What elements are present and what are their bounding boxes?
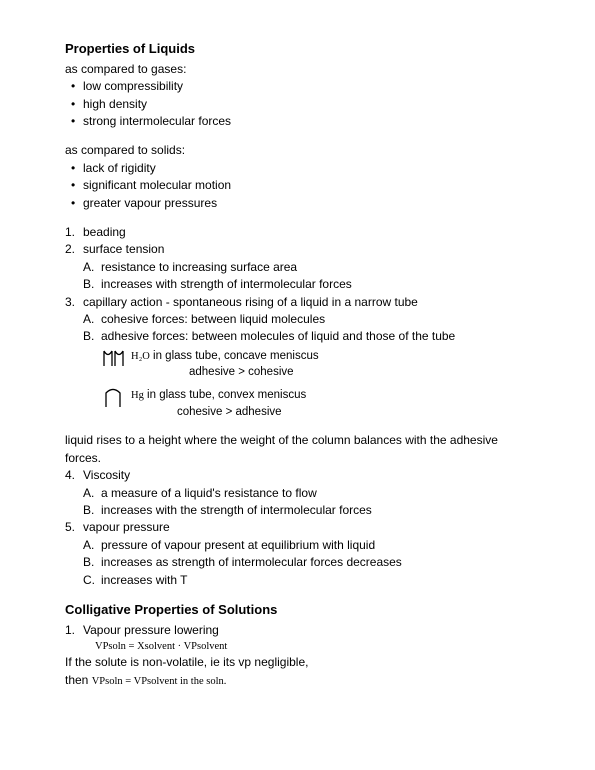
- bullet-dot: •: [71, 96, 83, 113]
- bullet-item: •greater vapour pressures: [65, 195, 535, 212]
- sub-label: C.: [83, 572, 101, 589]
- sub-item-3a: A.cohesive forces: between liquid molecu…: [65, 311, 535, 328]
- concave-line2: adhesive > cohesive: [131, 366, 294, 378]
- paragraph-rise: liquid rises to a height where the weigh…: [65, 432, 535, 467]
- list-text: Viscosity: [83, 467, 130, 484]
- list-text: beading: [83, 224, 126, 241]
- sub-label: B.: [83, 276, 101, 293]
- list-text: Vapour pressure lowering: [83, 622, 219, 639]
- sub-item-4b: B.increases with the strength of intermo…: [65, 502, 535, 519]
- hg-label: Hg: [131, 390, 144, 401]
- sub-text: increases with T: [101, 572, 187, 589]
- heading-properties-liquids: Properties of Liquids: [65, 40, 535, 59]
- bullet-dot: •: [71, 160, 83, 177]
- concave-line1: in glass tube, concave meniscus: [153, 350, 319, 362]
- then-line: then VPsoln = VPsolvent in the soln.: [65, 672, 535, 689]
- coll-item-1: 1.Vapour pressure lowering: [65, 622, 535, 639]
- bullet-item: •strong intermolecular forces: [65, 113, 535, 130]
- bullet-text: significant molecular motion: [83, 177, 231, 194]
- sub-text: a measure of a liquid's resistance to fl…: [101, 485, 317, 502]
- diagram-convex: Hg in glass tube, convex meniscus cohesi…: [65, 387, 535, 420]
- list-number: 3.: [65, 294, 83, 311]
- list-item-2: 2.surface tension: [65, 241, 535, 258]
- list-number: 2.: [65, 241, 83, 258]
- sub-label: B.: [83, 328, 101, 345]
- h2o-label: H₂O: [131, 351, 150, 362]
- sub-item-2b: B.increases with strength of intermolecu…: [65, 276, 535, 293]
- sub-label: A.: [83, 537, 101, 554]
- list-item-3: 3.capillary action - spontaneous rising …: [65, 294, 535, 311]
- gases-intro: as compared to gases:: [65, 61, 535, 78]
- sub-text: resistance to increasing surface area: [101, 259, 297, 276]
- sub-text: increases with the strength of intermole…: [101, 502, 372, 519]
- bullet-item: •significant molecular motion: [65, 177, 535, 194]
- sub-label: B.: [83, 554, 101, 571]
- bullet-dot: •: [71, 113, 83, 130]
- list-text: vapour pressure: [83, 519, 170, 536]
- list-item-1: 1.beading: [65, 224, 535, 241]
- sub-item-5b: B.increases as strength of intermolecula…: [65, 554, 535, 571]
- sub-text: adhesive forces: between molecules of li…: [101, 328, 455, 345]
- list-text: capillary action - spontaneous rising of…: [83, 294, 418, 311]
- diagram-concave: H₂O in glass tube, concave meniscus adhe…: [65, 348, 535, 381]
- then-label: then: [65, 673, 92, 687]
- bullet-item: •low compressibility: [65, 78, 535, 95]
- sub-label: B.: [83, 502, 101, 519]
- sub-text: increases as strength of intermolecular …: [101, 554, 402, 571]
- bullet-dot: •: [71, 78, 83, 95]
- sub-item-4a: A.a measure of a liquid's resistance to …: [65, 485, 535, 502]
- solids-intro: as compared to solids:: [65, 142, 535, 159]
- bullet-text: high density: [83, 96, 147, 113]
- bullet-text: low compressibility: [83, 78, 183, 95]
- list-text: surface tension: [83, 241, 164, 258]
- list-number: 4.: [65, 467, 83, 484]
- bullet-item: •lack of rigidity: [65, 160, 535, 177]
- equation-2: VPsoln = VPsolvent in the soln.: [92, 676, 227, 687]
- sub-text: cohesive forces: between liquid molecule…: [101, 311, 325, 328]
- bullet-dot: •: [71, 177, 83, 194]
- sub-item-5a: A.pressure of vapour present at equilibr…: [65, 537, 535, 554]
- convex-line1: in glass tube, convex meniscus: [147, 389, 306, 401]
- equation-1: VPsoln = Xsolvent · VPsolvent: [65, 639, 535, 654]
- sub-label: A.: [83, 259, 101, 276]
- sub-text: pressure of vapour present at equilibriu…: [101, 537, 375, 554]
- document-page: Properties of Liquids as compared to gas…: [0, 0, 595, 709]
- list-number: 1.: [65, 224, 83, 241]
- sub-label: A.: [83, 485, 101, 502]
- sub-label: A.: [83, 311, 101, 328]
- list-item-5: 5.vapour pressure: [65, 519, 535, 536]
- bullet-dot: •: [71, 195, 83, 212]
- concave-text: H₂O in glass tube, concave meniscus adhe…: [131, 348, 319, 381]
- sub-item-2a: A.resistance to increasing surface area: [65, 259, 535, 276]
- convex-line2: cohesive > adhesive: [131, 406, 282, 418]
- heading-colligative: Colligative Properties of Solutions: [65, 601, 535, 620]
- sub-text: increases with strength of intermolecula…: [101, 276, 352, 293]
- list-number: 1.: [65, 622, 83, 639]
- bullet-text: lack of rigidity: [83, 160, 156, 177]
- list-item-4: 4.Viscosity: [65, 467, 535, 484]
- bullet-text: greater vapour pressures: [83, 195, 217, 212]
- convex-meniscus-icon: [101, 387, 125, 411]
- bullet-text: strong intermolecular forces: [83, 113, 231, 130]
- bullet-item: •high density: [65, 96, 535, 113]
- concave-meniscus-icon: [101, 348, 125, 370]
- nonvolatile-line: If the solute is non-volatile, ie its vp…: [65, 654, 535, 671]
- sub-item-5c: C.increases with T: [65, 572, 535, 589]
- list-number: 5.: [65, 519, 83, 536]
- convex-text: Hg in glass tube, convex meniscus cohesi…: [131, 387, 306, 420]
- sub-item-3b: B.adhesive forces: between molecules of …: [65, 328, 535, 345]
